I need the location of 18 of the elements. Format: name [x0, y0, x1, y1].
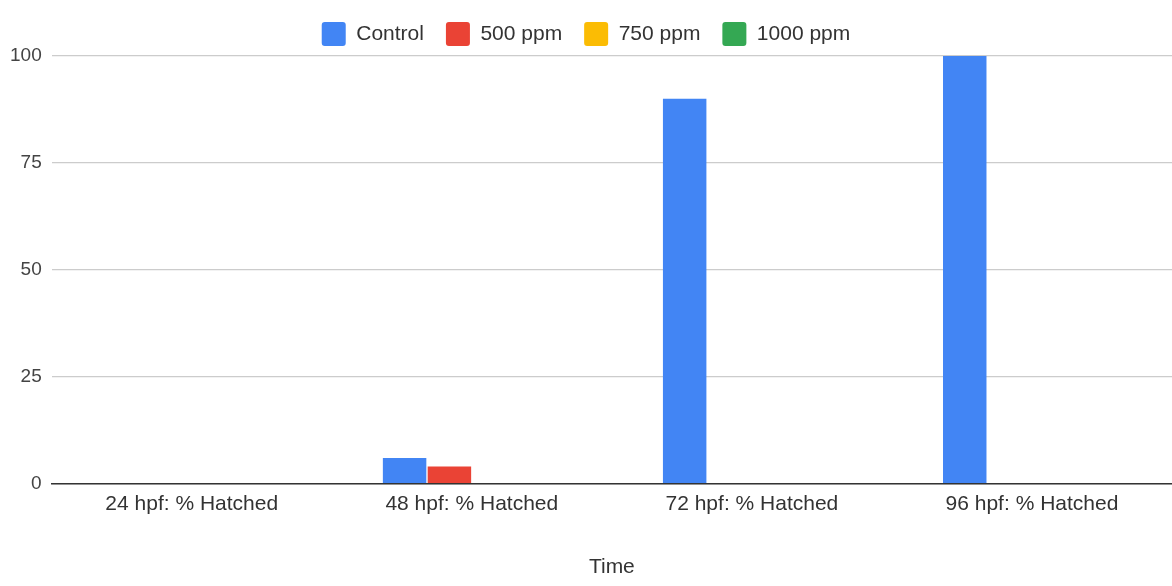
x-tick-label: 48 hpf: % Hatched	[385, 491, 559, 514]
bar	[382, 457, 427, 483]
y-tick-label: 75	[20, 151, 42, 173]
x-tick-label: 24 hpf: % Hatched	[105, 491, 279, 514]
bar	[427, 466, 472, 483]
legend-label: 1000 ppm	[756, 20, 851, 44]
bar	[662, 98, 707, 483]
x-axis-title: Time	[588, 554, 635, 578]
y-tick-label: 100	[10, 44, 42, 66]
legend-label: 500 ppm	[480, 20, 563, 44]
x-tick-label: 96 hpf: % Hatched	[945, 491, 1119, 514]
bar	[943, 56, 987, 483]
y-tick-label: 25	[20, 364, 42, 386]
legend-label: Control	[356, 20, 424, 44]
x-tick-label: 72 hpf: % Hatched	[665, 491, 839, 514]
y-tick-label: 0	[31, 471, 42, 493]
legend-label: 750 ppm	[618, 20, 701, 44]
y-tick-label: 50	[20, 258, 42, 280]
